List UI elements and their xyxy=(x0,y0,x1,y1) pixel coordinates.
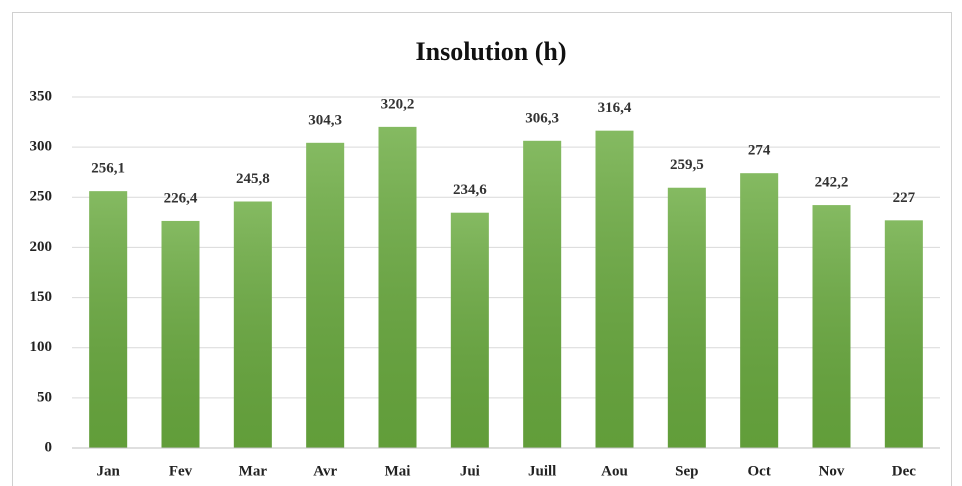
x-tick-label: Mai xyxy=(385,463,411,479)
x-tick-label: Jui xyxy=(460,463,480,479)
bar-shade xyxy=(740,173,779,448)
bar-shade xyxy=(812,205,851,448)
x-tick-label: Avr xyxy=(313,463,337,479)
x-tick-label: Fev xyxy=(169,463,193,479)
value-label: 320,2 xyxy=(381,96,415,112)
value-label: 226,4 xyxy=(164,190,198,206)
value-label: 227 xyxy=(893,190,916,206)
bar-shade xyxy=(89,191,128,449)
x-tick-label: Dec xyxy=(892,463,916,479)
y-tick-label: 350 xyxy=(30,88,53,104)
value-label: 256,1 xyxy=(91,161,125,177)
bar-shade xyxy=(884,220,923,448)
bar-shade xyxy=(306,142,345,448)
bar-shade xyxy=(450,212,489,448)
x-tick-label: Juill xyxy=(528,463,556,479)
bar-shade xyxy=(233,201,272,448)
y-tick-label: 50 xyxy=(37,389,52,405)
y-tick-label: 100 xyxy=(30,339,53,355)
x-tick-label: Oct xyxy=(748,463,771,479)
y-tick-label: 0 xyxy=(45,439,53,455)
y-tick-label: 300 xyxy=(30,139,53,155)
bar-shade xyxy=(667,187,706,448)
bar-shade xyxy=(161,220,200,448)
value-label: 245,8 xyxy=(236,171,270,187)
bar-shade xyxy=(595,130,634,449)
y-tick-label: 150 xyxy=(30,289,53,305)
x-tick-label: Sep xyxy=(675,463,698,479)
chart-title: Insolution (h) xyxy=(416,37,567,66)
value-label: 304,3 xyxy=(308,112,342,128)
x-tick-label: Aou xyxy=(601,463,628,479)
y-tick-label: 250 xyxy=(30,189,53,205)
value-label: 316,4 xyxy=(598,100,632,116)
value-label: 259,5 xyxy=(670,157,704,173)
y-tick-label: 200 xyxy=(30,239,53,255)
x-tick-label: Jan xyxy=(96,463,120,479)
x-tick-label: Nov xyxy=(819,463,845,479)
bar-shade xyxy=(378,126,417,449)
value-label: 274 xyxy=(748,143,771,159)
value-label: 306,3 xyxy=(525,110,559,126)
x-tick-label: Mar xyxy=(239,463,268,479)
bar-shade xyxy=(523,140,562,448)
value-label: 234,6 xyxy=(453,182,487,198)
value-label: 242,2 xyxy=(815,175,849,191)
